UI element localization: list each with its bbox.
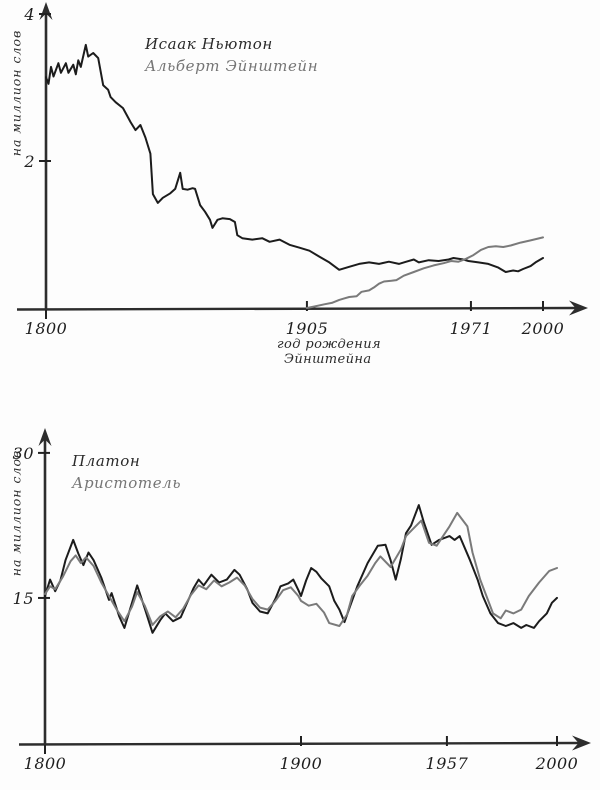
annotation-line: Эйнштейна	[284, 352, 372, 367]
svg-text:2000: 2000	[521, 319, 565, 338]
x-axis	[18, 735, 591, 751]
svg-text:2: 2	[23, 152, 35, 171]
y-axis-arrowhead-icon	[38, 428, 52, 446]
x-axis	[16, 300, 588, 316]
plato-aristotle-chart: 15 30 1800 1900 1957 2000 на миллион слов Пл…	[0, 400, 600, 790]
plot-lines	[44, 504, 558, 634]
y-axis	[38, 428, 52, 744]
legend-item-einstein: Альберт Эйнштейн	[145, 57, 319, 75]
svg-text:1800: 1800	[25, 319, 68, 338]
series-line-einstein	[305, 236, 544, 309]
plot-lines	[45, 43, 544, 309]
x-ticks: 1800 1900 1957 2000	[24, 736, 579, 773]
x-axis-arrowhead-icon	[569, 300, 588, 316]
x-ticks: 1800 1905 1971 2000	[25, 301, 565, 338]
annotation-line: год рождения	[277, 337, 381, 352]
legend: Исаак Ньютон Альберт Эйнштейн	[145, 33, 318, 77]
einstein-birth-annotation: год рождения Эйнштейна	[277, 337, 381, 367]
svg-text:1905: 1905	[286, 319, 329, 338]
series-line-aristotle	[44, 511, 558, 627]
x-axis-arrowhead-icon	[572, 735, 591, 751]
y-axis-label: на миллион слов	[8, 29, 24, 157]
svg-text:30: 30	[13, 444, 34, 463]
legend-item-aristotle: Аристотель	[72, 474, 182, 492]
y-ticks: 24	[23, 5, 51, 171]
y-axis	[39, 2, 53, 309]
svg-text:1800: 1800	[24, 754, 67, 773]
svg-text:15: 15	[13, 589, 34, 608]
legend-item-newton: Исаак Ньютон	[145, 35, 273, 53]
svg-text:1957: 1957	[426, 754, 469, 773]
y-axis-arrowhead-icon	[39, 2, 53, 20]
svg-text:2000: 2000	[535, 754, 579, 773]
legend: Платон Аристотель	[72, 450, 181, 494]
svg-text:1971: 1971	[450, 319, 493, 338]
svg-text:1900: 1900	[280, 754, 323, 773]
series-line-newton	[45, 43, 544, 273]
y-axis-label: на миллион слов	[8, 449, 24, 577]
newton-einstein-plot: 24 1800 1905 1971 2000	[16, 2, 588, 338]
series-line-plato	[44, 504, 558, 634]
legend-item-plato: Платон	[72, 452, 141, 470]
svg-text:4: 4	[23, 5, 35, 24]
